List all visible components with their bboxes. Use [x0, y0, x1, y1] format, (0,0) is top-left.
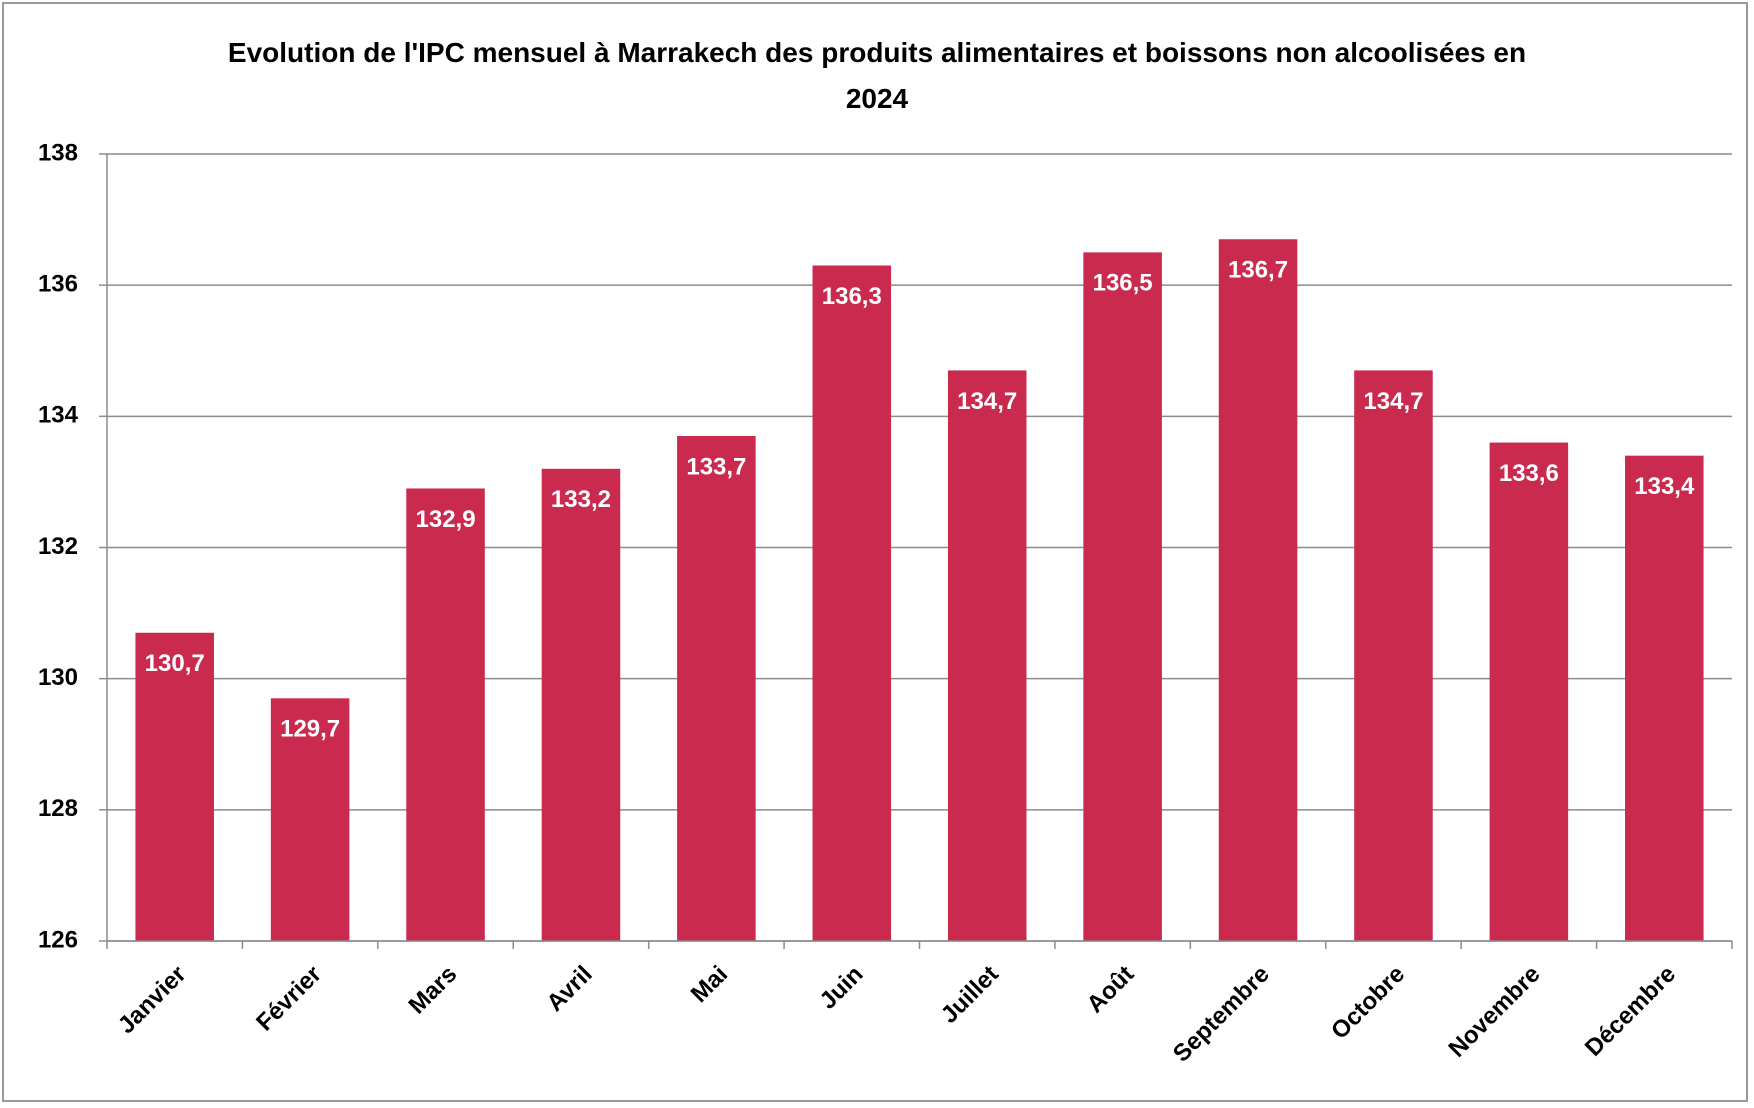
bar: [677, 436, 756, 941]
x-tick-label: Mai: [686, 961, 733, 1008]
x-tick-label: Novembre: [1444, 961, 1546, 1063]
value-label: 133,2: [551, 486, 611, 513]
bar: [1083, 252, 1162, 941]
bar: [1354, 370, 1433, 941]
y-tick-label: 138: [38, 139, 78, 166]
value-label: 136,3: [822, 283, 882, 310]
bar: [1218, 239, 1298, 942]
x-tick-label: Avril: [541, 961, 597, 1017]
x-tick-label: Septembre: [1168, 961, 1275, 1068]
y-tick-label: 136: [38, 271, 78, 298]
bar: [135, 632, 214, 941]
value-label: 129,7: [280, 716, 340, 743]
value-label: 133,6: [1499, 460, 1559, 487]
x-tick-label: Mars: [404, 961, 463, 1020]
value-label: 136,7: [1228, 257, 1288, 284]
bar: [406, 488, 485, 941]
value-label: 134,7: [957, 388, 1017, 415]
value-label: 136,5: [1093, 270, 1153, 297]
value-label: 134,7: [1363, 388, 1423, 415]
value-label: 133,4: [1634, 473, 1695, 500]
y-tick-label: 134: [38, 402, 79, 429]
bar: [947, 370, 1027, 941]
bar: [812, 265, 892, 941]
bar: [1489, 442, 1569, 941]
value-label: 133,7: [686, 453, 746, 480]
bar: [541, 468, 621, 941]
chart-title: Evolution de l'IPC mensuel à Marrakech d…: [227, 37, 1527, 114]
x-tick-label: Décembre: [1580, 961, 1681, 1062]
y-tick-label: 130: [38, 664, 78, 691]
value-label: 132,9: [416, 506, 476, 533]
x-tick-label: Juillet: [936, 961, 1004, 1029]
x-tick-label: Juin: [815, 961, 869, 1015]
x-tick-label: Août: [1082, 961, 1140, 1019]
x-tick-label: Janvier: [113, 961, 192, 1040]
value-label: 130,7: [145, 650, 205, 677]
x-tick-label: Octobre: [1326, 961, 1410, 1045]
x-tick-label: Février: [251, 961, 327, 1037]
y-tick-label: 128: [38, 795, 78, 822]
y-tick-label: 126: [38, 926, 78, 953]
bar: [270, 698, 350, 941]
bar: [1625, 455, 1704, 941]
y-tick-label: 132: [38, 533, 78, 560]
